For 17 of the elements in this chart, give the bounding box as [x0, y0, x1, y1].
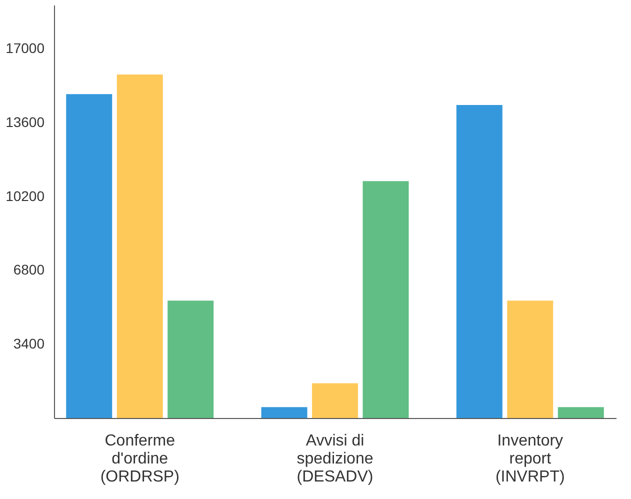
y-tick-label: 6800	[13, 262, 45, 278]
x-tick-label: Inventory report (INVRPT)	[495, 432, 565, 486]
y-tick-label: 3400	[13, 336, 45, 352]
bar	[168, 300, 214, 418]
bar	[116, 74, 163, 418]
bar	[66, 94, 112, 418]
bar	[456, 104, 502, 418]
x-tick-label: Avvisi di spedizione (DESADV)	[296, 432, 374, 486]
y-tick-label: 17000	[6, 40, 45, 56]
x-tick-label: Conferme d'ordine (ORDRSP)	[100, 432, 180, 486]
y-tick-label: 13600	[6, 114, 45, 130]
bar	[261, 407, 308, 418]
bar	[507, 300, 554, 418]
bar	[362, 181, 409, 418]
y-tick-label: 10200	[6, 188, 45, 204]
bar	[312, 383, 358, 418]
bar	[558, 407, 604, 418]
